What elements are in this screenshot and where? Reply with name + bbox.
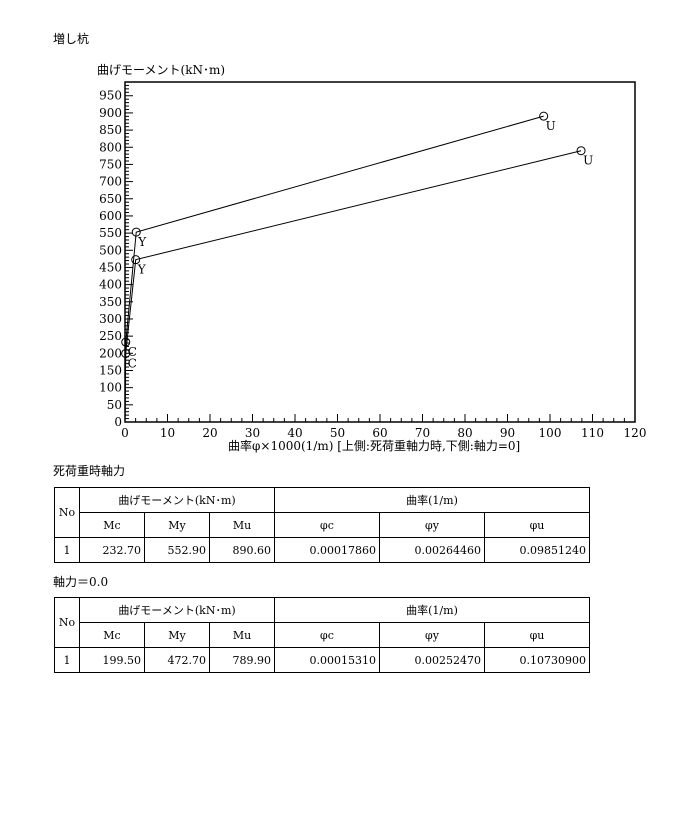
table-cell: 0.00015310	[274, 647, 380, 673]
table-cell: 552.90	[144, 537, 210, 563]
series-line	[124, 115, 544, 423]
data-point	[131, 255, 141, 265]
column-header: φu	[483, 512, 591, 538]
point-label: U	[546, 119, 556, 133]
table-cell: 199.50	[79, 647, 145, 673]
column-header: Mc	[79, 622, 145, 648]
header-no: No	[54, 597, 80, 648]
point-label: U	[583, 154, 593, 168]
table-cell: 1	[54, 537, 80, 563]
table-dead-load: No 曲げモーメント(kN･m) 曲率(1/m) Mc My Mu φc φy φu 1 23…	[54, 487, 591, 563]
page-title: 増し杭	[53, 32, 90, 46]
y-tick-label: 100	[99, 381, 122, 395]
column-header: φu	[483, 622, 591, 648]
point-label: C	[128, 356, 137, 370]
column-header: Mu	[209, 622, 275, 648]
y-tick-label: 950	[99, 89, 122, 103]
table-cell: 232.70	[79, 537, 145, 563]
y-tick-label: 550	[99, 226, 122, 240]
y-axis-label: 曲げモーメント(kN･m)	[97, 63, 226, 77]
column-header: φc	[274, 622, 380, 648]
column-header: My	[144, 512, 210, 538]
table-cell: 472.70	[144, 647, 210, 673]
x-tick-label: 100	[539, 426, 562, 440]
header-curvature: 曲率(1/m)	[274, 597, 590, 623]
table-cell: 0.10730900	[483, 647, 591, 673]
chart: 0501001502002503003504004505005506006507…	[99, 81, 647, 440]
point-label: C	[128, 345, 137, 359]
x-tick-label: 120	[624, 426, 647, 440]
plot-frame	[124, 81, 636, 423]
x-tick-label: 90	[500, 426, 515, 440]
x-tick-label: 30	[245, 426, 260, 440]
column-header: φy	[378, 512, 485, 538]
table-cell: 0.00017860	[274, 537, 380, 563]
table-cell: 789.90	[209, 647, 275, 673]
y-tick-label: 600	[99, 209, 122, 223]
header-moment: 曲げモーメント(kN･m)	[79, 487, 275, 513]
series-line	[124, 150, 582, 423]
y-tick-label: 650	[99, 192, 122, 206]
y-tick-label: 450	[99, 260, 122, 274]
x-tick-label: 110	[581, 426, 604, 440]
data-point	[131, 227, 141, 237]
table-2-caption: 軸力＝0.0	[53, 575, 109, 589]
table-cell: 0.00252470	[378, 647, 485, 673]
data-point	[539, 111, 549, 121]
header-curvature: 曲率(1/m)	[274, 487, 590, 513]
y-tick-label: 150	[99, 363, 122, 377]
x-tick-label: 50	[330, 426, 345, 440]
y-tick-label: 900	[99, 106, 122, 120]
table-row: 1 232.70 552.90 890.60 0.00017860 0.00264460 0…	[54, 537, 591, 563]
x-tick-label: 0	[121, 426, 129, 440]
header-moment: 曲げモーメント(kN･m)	[79, 597, 275, 623]
x-tick-label: 80	[457, 426, 472, 440]
y-tick-label: 350	[99, 295, 122, 309]
header-no: No	[54, 487, 80, 538]
data-point	[576, 146, 586, 156]
y-tick-label: 800	[99, 140, 122, 154]
table-cell: 1	[54, 647, 80, 673]
x-axis-label: 曲率φ×1000(1/m) [上側:死荷重軸力時,下側:軸力=0]	[228, 439, 521, 453]
y-tick-label: 850	[99, 123, 122, 137]
column-header: Mc	[79, 512, 145, 538]
y-tick-label: 400	[99, 278, 122, 292]
y-tick-label: 750	[99, 157, 122, 171]
x-tick-label: 70	[415, 426, 430, 440]
y-tick-label: 700	[99, 175, 122, 189]
column-header: My	[144, 622, 210, 648]
data-point	[121, 348, 131, 358]
table-cell: 890.60	[209, 537, 275, 563]
point-label: Y	[137, 263, 147, 277]
table-1-caption: 死荷重時軸力	[53, 464, 126, 478]
data-point	[121, 337, 131, 347]
table-cell: 0.09851240	[483, 537, 591, 563]
table-cell: 0.00264460	[378, 537, 485, 563]
y-tick-label: 500	[99, 243, 122, 257]
y-tick-label: 0	[114, 415, 122, 429]
column-header: Mu	[209, 512, 275, 538]
point-label: Y	[137, 235, 147, 249]
y-tick-label: 250	[99, 329, 122, 343]
x-tick-label: 20	[202, 426, 217, 440]
x-tick-label: 10	[160, 426, 175, 440]
y-tick-label: 50	[107, 398, 122, 412]
table-row: 1 199.50 472.70 789.90 0.00015310 0.00252470 0…	[54, 647, 591, 673]
x-tick-label: 60	[372, 426, 387, 440]
x-tick-label: 40	[287, 426, 302, 440]
column-header: φy	[378, 622, 485, 648]
y-tick-label: 300	[99, 312, 122, 326]
y-tick-label: 200	[99, 346, 122, 360]
column-header: φc	[274, 512, 380, 538]
table-zero-axial: No 曲げモーメント(kN･m) 曲率(1/m) Mc My Mu φc φy φu 1 19…	[54, 597, 591, 673]
